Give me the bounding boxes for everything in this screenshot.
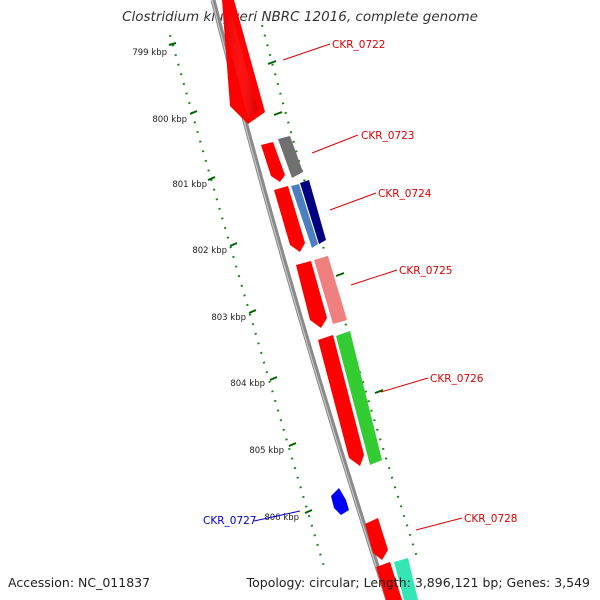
gene-label[interactable]: CKR_0725 [399,265,452,277]
gene-label[interactable]: CKR_0724 [378,188,432,200]
tick-label: 799 kbp [132,48,167,58]
tick-label: 804 kbp [230,379,265,389]
gene-feature-ckr-0724-blue[interactable] [291,184,318,248]
tick-label: 803 kbp [211,313,246,323]
gene-feature-ckr-0727[interactable] [331,488,349,515]
label-leaders [282,43,463,531]
gene-feature-ckr-0723[interactable] [278,136,303,178]
label-leader-ckr-0727 [253,510,301,522]
ruler-ticks [168,42,384,514]
outer-ruler-line [260,24,420,561]
gene-feature-next-red[interactable] [376,562,402,600]
gene-label[interactable]: CKR_0726 [430,373,484,385]
tick-label: 802 kbp [192,246,227,256]
gene-label[interactable]: CKR_0728 [464,513,517,525]
tick-label: 805 kbp [249,446,284,456]
tick-label: 800 kbp [152,115,187,125]
gene-label[interactable]: CKR_0727 [203,515,256,527]
gene-feature-ckr-0723-red[interactable] [261,142,285,182]
genome-summary-text: Topology: circular; Length: 3,896,121 bp… [246,575,590,590]
accession-text: Accession: NC_011837 [8,575,151,590]
gene-label[interactable]: CKR_0723 [361,130,414,142]
gene-feature-ckr-0725[interactable] [314,256,347,324]
gene-feature-ckr-0725-red[interactable] [296,261,327,328]
gene-label[interactable]: CKR_0722 [332,39,385,51]
genome-title: Clostridium kluyveri NBRC 12016, complet… [122,9,478,25]
gene-feature-next-teal[interactable] [394,558,418,600]
gene-feature-ckr-0724-red[interactable] [274,186,305,252]
tick-label: 801 kbp [172,180,207,190]
gene-feature-ckr-0726-red[interactable] [318,335,364,466]
gene-feature-ckr-0728[interactable] [365,518,388,560]
gene-feature-ckr-0724[interactable] [300,180,326,244]
gene-features [216,0,418,600]
gene-feature-ckr-0726[interactable] [336,331,382,465]
tick-label: 806 kbp [264,513,299,523]
